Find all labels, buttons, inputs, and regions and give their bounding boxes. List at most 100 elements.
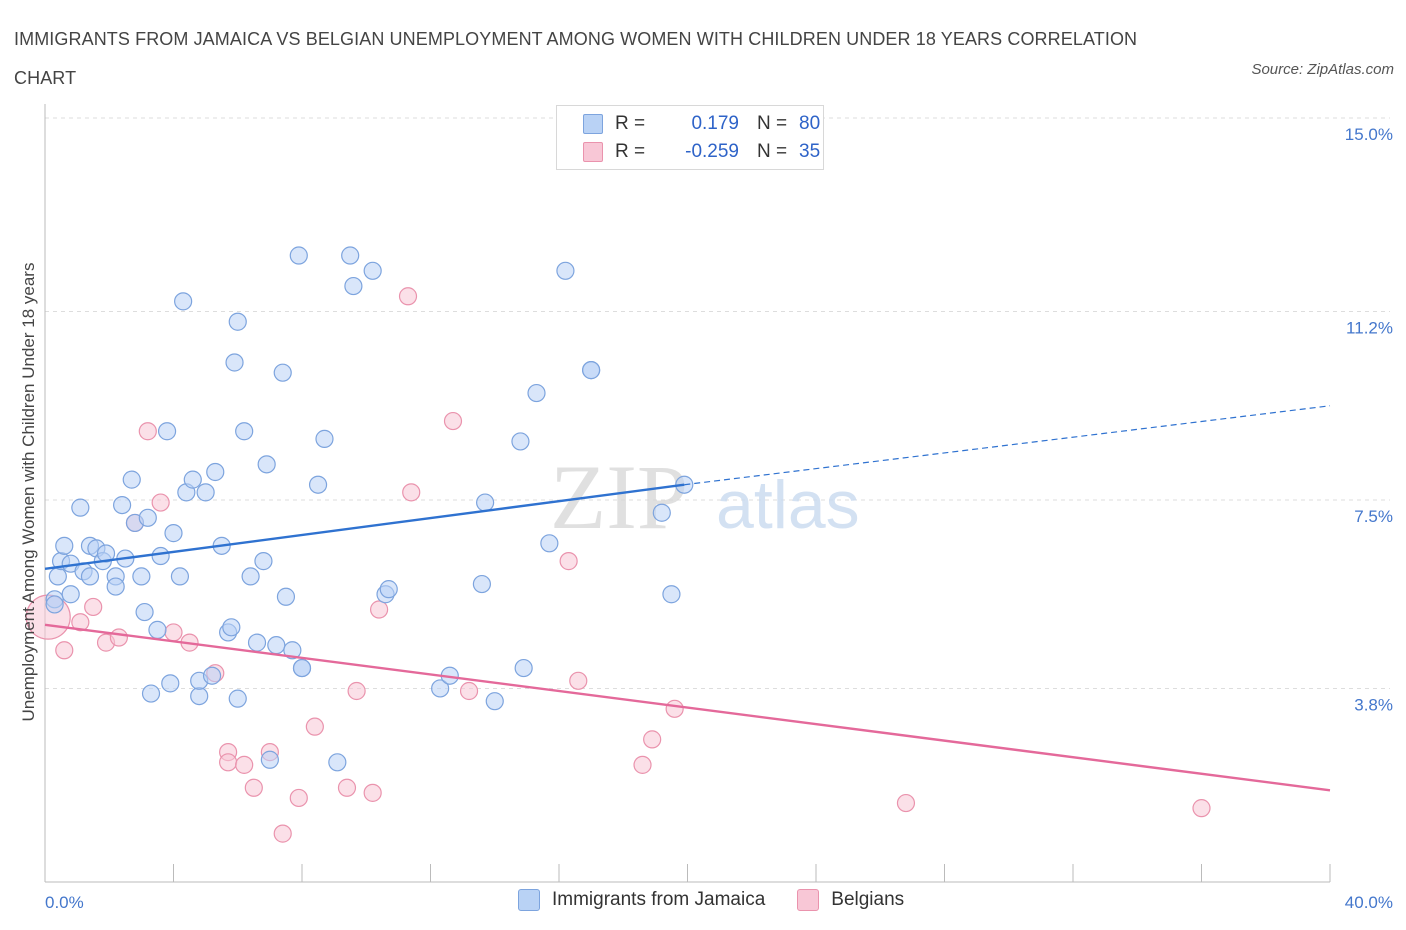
belgians-point (219, 753, 238, 772)
jamaica-point (472, 574, 491, 594)
source-label: Source: ZipAtlas.com (1251, 61, 1394, 78)
jamaica-point (228, 689, 247, 708)
belgians-point (305, 717, 324, 736)
jamaica-point (141, 684, 161, 703)
series-label-belgians: Belgians (831, 889, 905, 910)
jamaica-point (485, 692, 504, 711)
jamaica-point (80, 567, 100, 586)
belgians-point (398, 287, 418, 306)
watermark: ZIP atlas (550, 446, 860, 548)
belgians-point (896, 793, 916, 813)
jamaica-point (106, 577, 125, 596)
legend-r-label: R = (615, 141, 646, 162)
jamaica-point (341, 246, 360, 265)
belgians-trend-line (44, 623, 1331, 792)
belgians-point (363, 783, 382, 802)
jamaica-point (225, 353, 244, 372)
series-swatch-belgians (797, 889, 820, 911)
jamaica-point (161, 674, 180, 693)
jamaica-point (196, 483, 215, 502)
series-legend-belgians[interactable]: Belgians (797, 889, 904, 911)
jamaica-point (174, 292, 193, 311)
legend-swatch-jamaica (583, 114, 603, 134)
belgians-point (55, 641, 74, 660)
tick-labels: 3.8% 7.5% 11.2% 15.0% 0.0% 40.0% (45, 125, 1393, 912)
jamaica-point (135, 602, 154, 622)
jamaica-point (308, 475, 328, 494)
jamaica-point (556, 261, 575, 280)
x-tick-label: 40.0% (1345, 893, 1393, 912)
y-tick-label: 15.0% (1345, 125, 1393, 144)
jamaica-point (260, 750, 279, 769)
belgians-point (402, 483, 421, 502)
jamaica-point (344, 276, 363, 296)
jamaica-point (652, 503, 671, 522)
belgians-point (569, 671, 588, 690)
jamaica-point (514, 658, 533, 678)
jamaica-point (151, 546, 170, 566)
legend-r-label: R = (615, 113, 646, 134)
jamaica-point (315, 429, 334, 448)
legend-r-value: -0.259 (685, 141, 739, 162)
jamaica-point (183, 470, 202, 489)
jamaica-point (48, 567, 67, 586)
jamaica-point (257, 455, 276, 474)
jamaica-point (511, 432, 530, 451)
jamaica-point (273, 363, 292, 382)
belgians-point (633, 755, 652, 774)
y-axis-label: Unemployment Among Women with Children U… (19, 263, 38, 722)
legend-n-label: N = (757, 113, 788, 134)
belgians-point (665, 699, 684, 718)
jamaica-point (540, 534, 559, 553)
jamaica-point (241, 567, 260, 586)
jamaica-point (206, 462, 225, 482)
correlation-legend: R = 0.179 N = 80 R = -0.259 N = 35 (556, 105, 824, 170)
jamaica-point (267, 636, 286, 655)
belgians-point (1192, 799, 1211, 818)
y-tick-label: 11.2% (1346, 319, 1393, 338)
jamaica-point (170, 567, 190, 586)
series-swatch-jamaica (518, 889, 540, 911)
jamaica-point (363, 261, 382, 280)
jamaica-point (202, 666, 222, 685)
belgians-point (347, 681, 366, 701)
belgians-point (370, 600, 389, 619)
jamaica-point (61, 585, 80, 604)
y-tick-label: 3.8% (1354, 695, 1393, 714)
legend-n-value: 35 (799, 141, 821, 162)
jamaica-point (379, 580, 398, 599)
series-legend-jamaica[interactable]: Immigrants from Jamaica (518, 889, 765, 911)
jamaica-point (283, 641, 302, 660)
jamaica-point (292, 658, 312, 678)
belgians-point (164, 623, 183, 642)
jamaica-point (122, 470, 141, 489)
jamaica-point (289, 246, 308, 265)
belgians-point (109, 628, 128, 647)
jamaica-point (190, 686, 209, 706)
chart-title: IMMIGRANTS FROM JAMAICA VS BELGIAN UNEMP… (14, 29, 1138, 88)
jamaica-point (228, 312, 247, 331)
watermark-atlas: atlas (716, 467, 860, 543)
belgians-point (559, 552, 578, 571)
x-tick-label: 0.0% (45, 893, 84, 912)
belgians-point (643, 730, 662, 749)
belgians-point (244, 778, 263, 797)
jamaica-point (328, 753, 347, 772)
jamaica-point (45, 595, 64, 614)
jamaica-point (132, 567, 151, 586)
jamaica-points (45, 246, 694, 772)
legend-r-value: 0.179 (686, 113, 739, 134)
trend-lines (44, 405, 1331, 792)
jamaica-point (247, 633, 267, 652)
jamaica-point (164, 524, 183, 543)
belgians-point (235, 755, 254, 774)
series-label-jamaica: Immigrants from Jamaica (552, 889, 766, 910)
jamaica-point (431, 679, 450, 698)
belgians-point (289, 788, 308, 808)
belgians-point (151, 493, 170, 512)
belgians-point (459, 681, 479, 701)
legend-row-jamaica: R = 0.179 N = 80 (583, 111, 820, 137)
jamaica-point (55, 536, 74, 555)
jamaica-point (138, 508, 157, 527)
belgians-point (71, 613, 90, 632)
